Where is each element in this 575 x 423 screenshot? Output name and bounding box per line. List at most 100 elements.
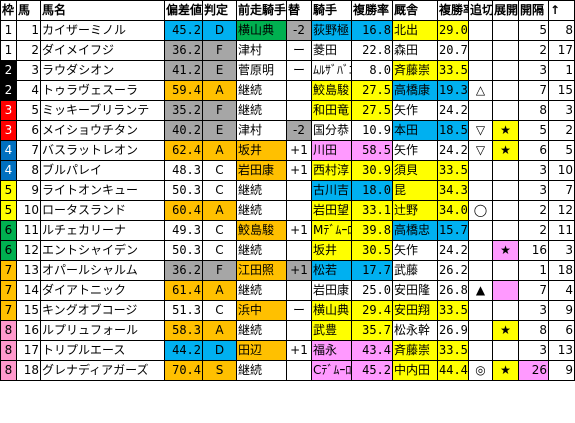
table-row[interactable]: 8 16 ルプリュフォール 58.3 A 継続 武豊 35.7 松永幹 26.9 ★ 8 6 bbox=[0, 320, 575, 341]
uma-number[interactable]: 14 bbox=[16, 280, 41, 301]
last-value[interactable]: 7 bbox=[548, 180, 575, 201]
score-value[interactable]: 36.2 bbox=[164, 40, 203, 61]
trainer-name[interactable]: 武藤 bbox=[392, 260, 438, 281]
last-value[interactable]: 2 bbox=[548, 120, 575, 141]
horse-name[interactable]: ライトオンキュー bbox=[40, 180, 165, 201]
table-row[interactable]: 7 14 ダイアトニック 61.4 A 継続 岩田康 25.0 安田隆 26.8 ▲ 7 4 bbox=[0, 280, 575, 301]
header-grade[interactable]: 判定 bbox=[202, 0, 237, 21]
prev-jockey[interactable]: 菅原明 bbox=[236, 60, 287, 81]
horse-name[interactable]: ダイメイフジ bbox=[40, 40, 165, 61]
trainer-name[interactable]: 矢作 bbox=[392, 100, 438, 121]
uma-number[interactable]: 17 bbox=[16, 340, 41, 361]
oikiri-mark[interactable] bbox=[468, 340, 493, 361]
prev-jockey[interactable]: 継続 bbox=[236, 280, 287, 301]
header-jockey-rate[interactable]: 複勝率 bbox=[351, 0, 393, 21]
grade-value[interactable]: C bbox=[202, 240, 237, 261]
prev-jockey[interactable]: 鮫島駿 bbox=[236, 220, 287, 241]
jockey-name[interactable]: 岩田康 bbox=[311, 280, 352, 301]
uma-number[interactable]: 11 bbox=[16, 220, 41, 241]
grade-value[interactable]: A bbox=[202, 280, 237, 301]
last-value[interactable]: 9 bbox=[548, 300, 575, 321]
table-row[interactable]: 8 17 トリプルエース 44.2 D 田辺 +1 福永 43.4 斉藤崇 33.5 3 13 bbox=[0, 340, 575, 361]
interval-value[interactable]: 16 bbox=[518, 240, 549, 261]
last-value[interactable]: 11 bbox=[548, 220, 575, 241]
grade-value[interactable]: E bbox=[202, 60, 237, 81]
interval-value[interactable]: 8 bbox=[518, 100, 549, 121]
oikiri-mark[interactable] bbox=[468, 320, 493, 341]
uma-number[interactable]: 1 bbox=[16, 20, 41, 41]
jockey-rate[interactable]: 17.7 bbox=[351, 260, 393, 281]
interval-value[interactable]: 3 bbox=[518, 300, 549, 321]
change-value[interactable]: ー bbox=[286, 300, 312, 321]
prev-jockey[interactable]: 継続 bbox=[236, 180, 287, 201]
trainer-rate[interactable]: 34.0 bbox=[437, 200, 469, 221]
trainer-name[interactable]: 須貝 bbox=[392, 160, 438, 181]
score-value[interactable]: 60.4 bbox=[164, 200, 203, 221]
uma-number[interactable]: 5 bbox=[16, 100, 41, 121]
prev-jockey[interactable]: 継続 bbox=[236, 80, 287, 101]
last-value[interactable]: 6 bbox=[548, 320, 575, 341]
change-value[interactable]: +1 bbox=[286, 260, 312, 281]
oikiri-mark[interactable]: △ bbox=[468, 80, 493, 101]
table-row[interactable]: 5 10 ロータスランド 60.4 A 継続 岩田望 33.1 辻野 34.0 ◯ 2 12 bbox=[0, 200, 575, 221]
score-value[interactable]: 49.3 bbox=[164, 220, 203, 241]
trainer-name[interactable]: 高橋忠 bbox=[392, 220, 438, 241]
tenkai-mark[interactable]: ★ bbox=[492, 240, 519, 261]
change-value[interactable] bbox=[286, 360, 312, 381]
waku-cell[interactable]: 8 bbox=[0, 360, 17, 381]
trainer-rate[interactable]: 33.5 bbox=[437, 340, 469, 361]
table-row[interactable]: 1 1 カイザーミノル 45.2 D 横山典 -2 荻野極 16.8 北出 29.0 5 8 bbox=[0, 20, 575, 41]
prev-jockey[interactable]: 継続 bbox=[236, 100, 287, 121]
change-value[interactable] bbox=[286, 280, 312, 301]
table-row[interactable]: 3 5 ミッキーブリランテ 35.2 F 継続 和田竜 27.5 矢作 24.2 8 3 bbox=[0, 100, 575, 121]
oikiri-mark[interactable] bbox=[468, 220, 493, 241]
prev-jockey[interactable]: 継続 bbox=[236, 200, 287, 221]
tenkai-mark[interactable] bbox=[492, 80, 519, 101]
oikiri-mark[interactable] bbox=[468, 100, 493, 121]
table-row[interactable]: 8 18 グレナディアガーズ 70.4 S 継続 Cﾃﾞﾑｰﾛ 45.2 中内田 44.4 ◎ ★ 26… bbox=[0, 360, 575, 381]
jockey-name[interactable]: Cﾃﾞﾑｰﾛ bbox=[311, 360, 352, 381]
uma-number[interactable]: 15 bbox=[16, 300, 41, 321]
horse-name[interactable]: トリプルエース bbox=[40, 340, 165, 361]
waku-cell[interactable]: 5 bbox=[0, 200, 17, 221]
last-value[interactable]: 4 bbox=[548, 280, 575, 301]
tenkai-mark[interactable] bbox=[492, 200, 519, 221]
change-value[interactable] bbox=[286, 180, 312, 201]
header-trainer[interactable]: 厩舎 bbox=[392, 0, 438, 21]
jockey-rate[interactable]: 27.5 bbox=[351, 100, 393, 121]
change-value[interactable]: ー bbox=[286, 60, 312, 81]
waku-cell[interactable]: 7 bbox=[0, 280, 17, 301]
uma-number[interactable]: 6 bbox=[16, 120, 41, 141]
jockey-rate[interactable]: 8.0 bbox=[351, 60, 393, 81]
jockey-rate[interactable]: 16.8 bbox=[351, 20, 393, 41]
score-value[interactable]: 50.3 bbox=[164, 180, 203, 201]
jockey-name[interactable]: 横山典 bbox=[311, 300, 352, 321]
jockey-name[interactable]: 古川吉 bbox=[311, 180, 352, 201]
score-value[interactable]: 45.2 bbox=[164, 20, 203, 41]
waku-cell[interactable]: 4 bbox=[0, 140, 17, 161]
change-value[interactable] bbox=[286, 320, 312, 341]
waku-cell[interactable]: 5 bbox=[0, 180, 17, 201]
waku-cell[interactable]: 3 bbox=[0, 120, 17, 141]
change-value[interactable]: -2 bbox=[286, 20, 312, 41]
score-value[interactable]: 48.3 bbox=[164, 160, 203, 181]
grade-value[interactable]: F bbox=[202, 260, 237, 281]
tenkai-mark[interactable] bbox=[492, 220, 519, 241]
jockey-name[interactable]: 福永 bbox=[311, 340, 352, 361]
trainer-name[interactable]: 辻野 bbox=[392, 200, 438, 221]
trainer-name[interactable]: 昆 bbox=[392, 180, 438, 201]
trainer-rate[interactable]: 29.0 bbox=[437, 20, 469, 41]
grade-value[interactable]: A bbox=[202, 200, 237, 221]
trainer-rate[interactable]: 26.2 bbox=[437, 260, 469, 281]
jockey-rate[interactable]: 45.2 bbox=[351, 360, 393, 381]
jockey-rate[interactable]: 10.9 bbox=[351, 120, 393, 141]
tenkai-mark[interactable] bbox=[492, 260, 519, 281]
last-value[interactable]: 5 bbox=[548, 140, 575, 161]
table-row[interactable]: 4 8 ブルパレイ 48.3 C 岩田康 +1 西村淳 30.9 須貝 33.5 3 10 bbox=[0, 160, 575, 181]
interval-value[interactable]: 2 bbox=[518, 40, 549, 61]
trainer-rate[interactable]: 24.2 bbox=[437, 240, 469, 261]
uma-number[interactable]: 8 bbox=[16, 160, 41, 181]
interval-value[interactable]: 3 bbox=[518, 160, 549, 181]
last-value[interactable]: 17 bbox=[548, 40, 575, 61]
